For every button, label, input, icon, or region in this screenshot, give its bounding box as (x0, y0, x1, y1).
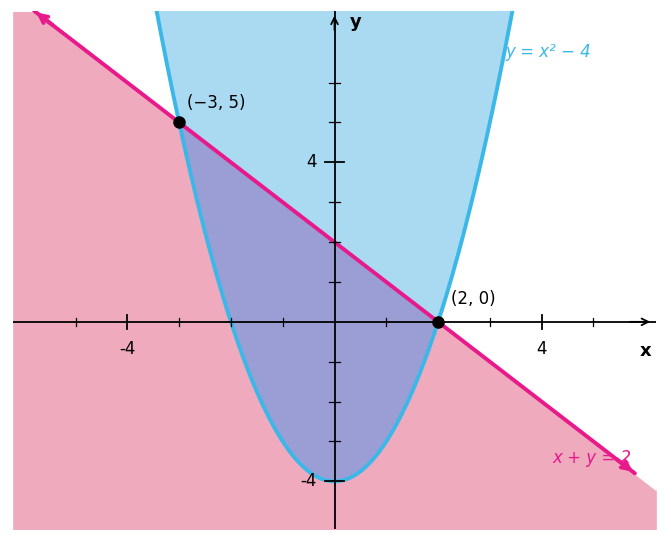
Text: y: y (350, 13, 362, 31)
Text: 4: 4 (306, 153, 316, 171)
Text: x: x (640, 342, 651, 360)
Text: -4: -4 (119, 340, 136, 358)
Text: -4: -4 (300, 472, 316, 490)
Text: y = x² − 4: y = x² − 4 (505, 43, 591, 60)
Text: (−3, 5): (−3, 5) (187, 94, 246, 112)
Text: x + y = 2: x + y = 2 (552, 449, 631, 468)
Text: 4: 4 (537, 340, 547, 358)
Text: (2, 0): (2, 0) (451, 290, 496, 308)
